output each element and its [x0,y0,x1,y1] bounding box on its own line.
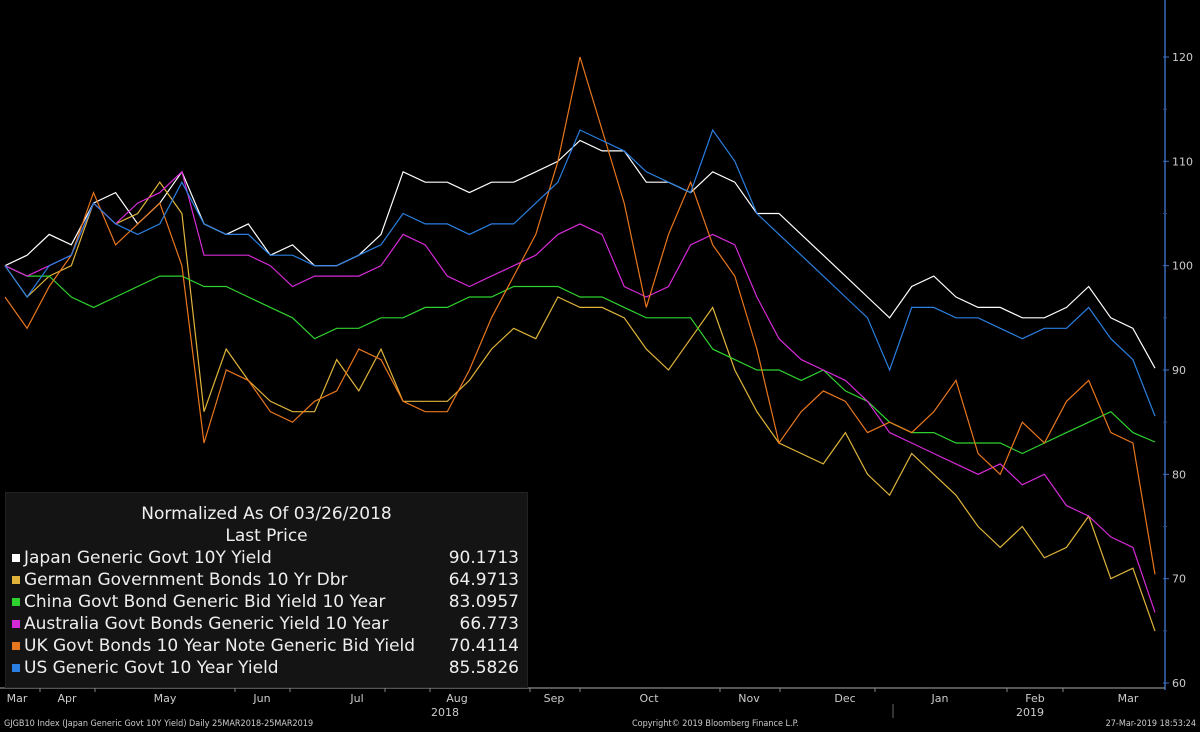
x-month-label: Jul [349,692,363,705]
legend-title: Normalized As Of 03/26/2018 [141,504,392,524]
legend-series-name: UK Govt Bonds 10 Year Note Generic Bid Y… [24,636,416,656]
x-month-label: Mar [7,692,28,705]
legend-series-name: Australia Govt Bonds Generic Yield 10 Ye… [24,614,389,634]
y-tick-label: 110 [1172,155,1193,168]
legend-item: US Generic Govt 10 Year Yield 85.5826 [6,657,527,679]
legend-last-value: 64.9713 [448,570,519,590]
legend-last-value: 66.773 [459,614,519,634]
x-year-label: 2018 [431,706,459,719]
legend-series-name: US Generic Govt 10 Year Yield [24,658,279,678]
legend-series-name: Japan Generic Govt 10Y Yield [24,548,272,568]
legend-swatch [12,664,20,672]
x-month-label: Jan [931,692,949,705]
legend-last-value: 70.4114 [448,636,519,656]
x-month-label: Dec [834,692,855,705]
x-month-label: Jun [252,692,270,705]
y-tick-label: 120 [1172,51,1193,64]
y-tick-label: 80 [1172,468,1186,481]
x-month-label: Oct [639,692,659,705]
chart-legend: Normalized As Of 03/26/2018 Last Price J… [5,492,528,688]
legend-swatch [12,620,20,628]
x-month-label: Aug [446,692,467,705]
legend-item: German Government Bonds 10 Yr Dbr 64.9713 [6,569,527,591]
legend-item: Australia Govt Bonds Generic Yield 10 Ye… [6,613,527,635]
legend-last-value: 83.0957 [448,592,519,612]
y-tick-label: 70 [1172,573,1186,586]
x-month-label: Feb [1025,692,1044,705]
footer-timestamp: 27-Mar-2019 18:53:24 [1105,719,1196,729]
legend-swatch [12,642,20,650]
legend-swatch [12,598,20,606]
series-line-2 [4,265,1156,455]
y-tick-label: 90 [1172,364,1186,377]
legend-item: China Govt Bond Generic Bid Yield 10 Yea… [6,591,527,613]
footer-security: GJGB10 Index (Japan Generic Govt 10Y Yie… [4,719,314,729]
x-month-label: Sep [544,692,565,705]
legend-subtitle: Last Price [225,526,308,546]
series-line-1 [4,181,1156,632]
x-year-label: 2019 [1016,706,1044,719]
x-month-label: Nov [738,692,760,705]
series-line-3 [4,170,1156,613]
legend-swatch [12,576,20,584]
x-month-label: May [154,692,177,705]
legend-item: UK Govt Bonds 10 Year Note Generic Bid Y… [6,635,527,657]
legend-series-name: German Government Bonds 10 Yr Dbr [24,570,348,590]
legend-series-name: China Govt Bond Generic Bid Yield 10 Yea… [24,592,386,612]
y-tick-label: 100 [1172,260,1193,273]
x-month-label: Mar [1118,692,1139,705]
y-tick-label: 60 [1172,677,1186,690]
legend-item: Japan Generic Govt 10Y Yield 90.1713 [6,547,527,569]
x-month-label: Apr [57,692,77,705]
series-line-5 [4,128,1156,417]
series-line-0 [4,139,1156,369]
legend-swatch [12,554,20,562]
legend-last-value: 85.5826 [448,658,519,678]
series-line-4 [4,56,1156,575]
legend-last-value: 90.1713 [448,548,519,568]
footer-copyright: Copyright© 2019 Bloomberg Finance L.P. [632,719,799,729]
